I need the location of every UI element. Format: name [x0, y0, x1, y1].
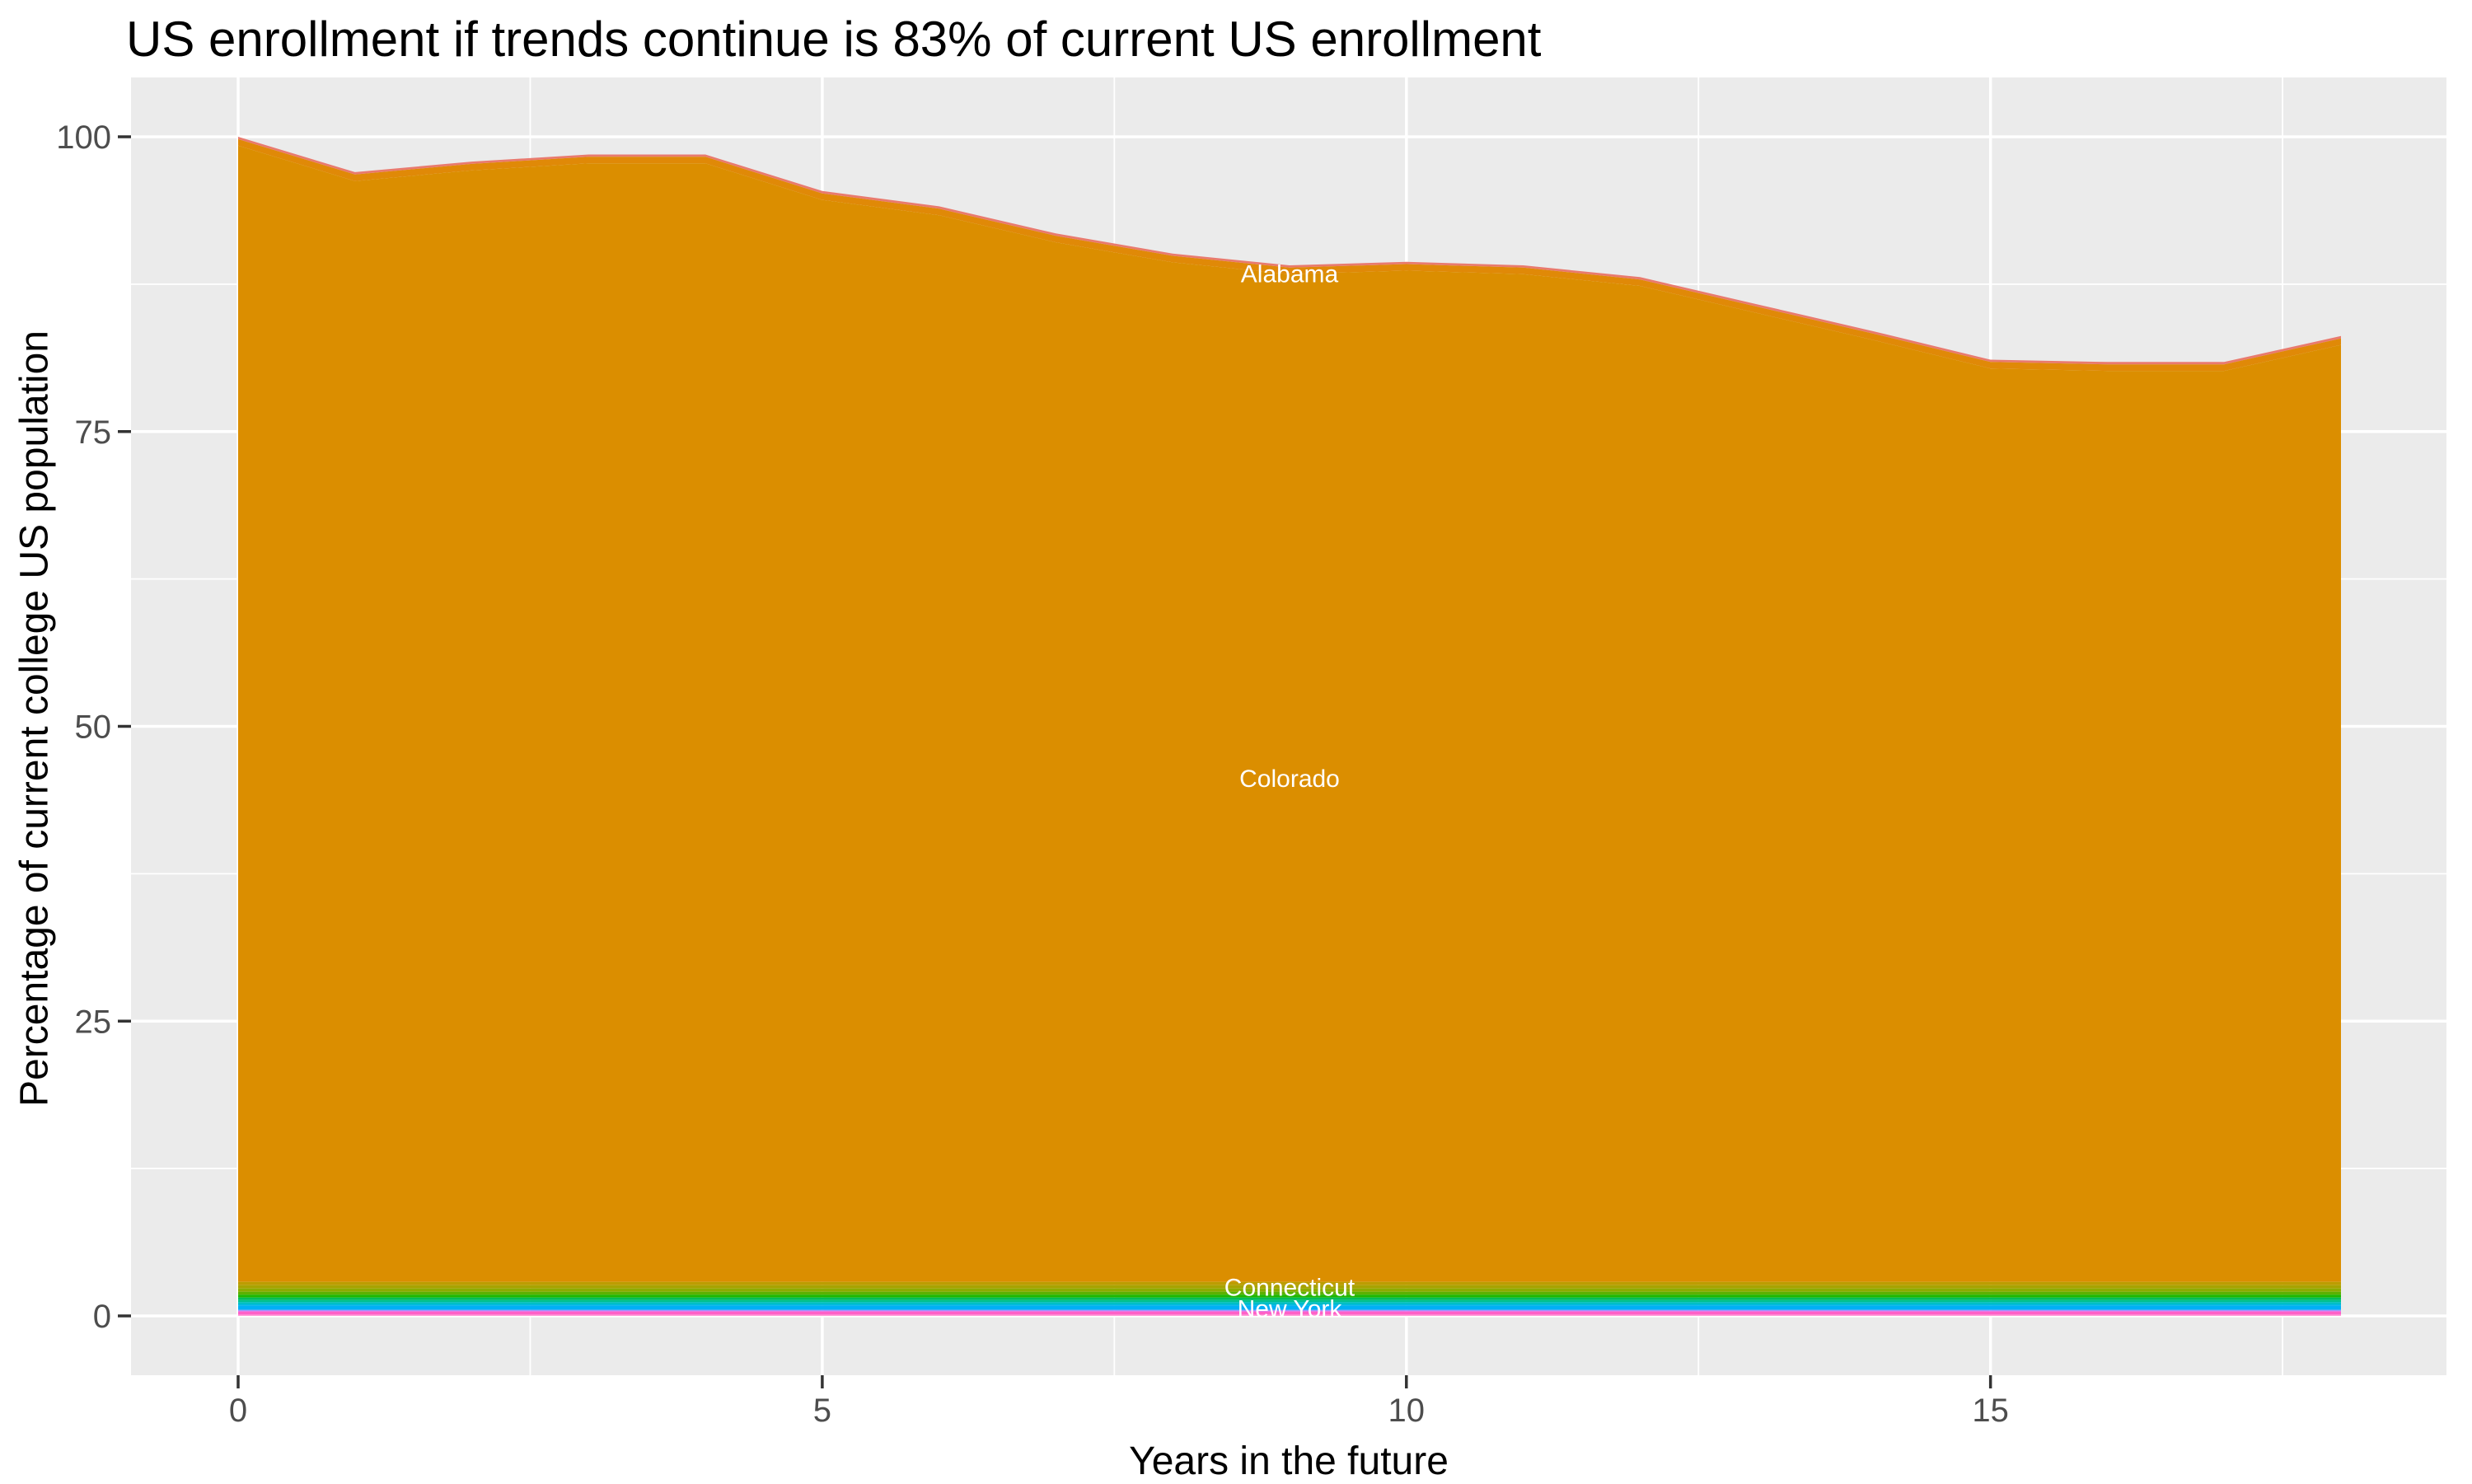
- area-band-unlabeled-8: [238, 1297, 2341, 1300]
- area-label-new-york: New York: [1238, 1295, 1343, 1322]
- y-tick-label: 75: [75, 414, 112, 451]
- area-band-unlabeled-4: [238, 1285, 2341, 1289]
- area-band-unlabeled-10: [238, 1302, 2341, 1304]
- x-axis-title: Years in the future: [1129, 1440, 1449, 1483]
- y-tick-label: 100: [56, 119, 111, 156]
- area-band-colorado: [238, 145, 2341, 1282]
- area-band-unlabeled-16: [238, 1314, 2341, 1316]
- chart-title: US enrollment if trends continue is 83% …: [126, 12, 1542, 67]
- x-tick-label: 15: [1972, 1393, 2009, 1429]
- y-axis-title: Percentage of current college US populat…: [12, 330, 57, 1107]
- area-band-unlabeled-13: [238, 1309, 2341, 1311]
- area-band-unlabeled-7: [238, 1294, 2341, 1298]
- area-label-connecticut: Connecticut: [1224, 1274, 1355, 1301]
- area-band-unlabeled-15: [238, 1311, 2341, 1315]
- area-band-unlabeled-5: [238, 1288, 2341, 1292]
- y-tick-label: 50: [75, 709, 112, 746]
- x-tick-label: 10: [1388, 1393, 1426, 1429]
- x-tick-label: 0: [229, 1393, 247, 1429]
- area-band-new-york: [238, 1305, 2341, 1310]
- x-tick-label: 5: [813, 1393, 831, 1429]
- area-band-unlabeled-14: [238, 1310, 2341, 1312]
- y-tick-label: 0: [93, 1299, 111, 1335]
- area-label-colorado: Colorado: [1239, 765, 1340, 793]
- area-label-alabama: Alabama: [1241, 260, 1339, 288]
- area-band-unlabeled-6: [238, 1291, 2341, 1295]
- area-band-connecticut: [238, 1281, 2341, 1285]
- y-tick-label: 25: [75, 1004, 112, 1040]
- area-band-unlabeled-9: [238, 1299, 2341, 1303]
- area-band-unlabeled-11: [238, 1304, 2341, 1306]
